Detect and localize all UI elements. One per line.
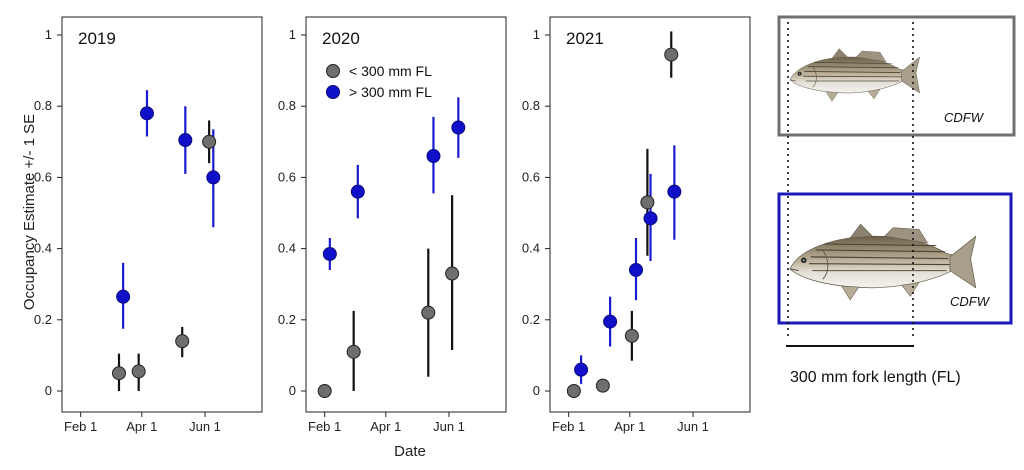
x-axis-label: Date <box>394 443 426 460</box>
data-point <box>111 366 126 381</box>
y-tick-label: 0.2 <box>522 312 540 327</box>
data-point <box>426 149 441 164</box>
y-tick-label: 0 <box>533 383 540 398</box>
data-point <box>421 305 436 320</box>
small-fish-box <box>777 15 1016 137</box>
panel-frame <box>549 16 751 413</box>
data-point <box>643 211 658 226</box>
fish-reference-panel: CDFW CDFW 300 mm fork length (FL) <box>777 15 1016 386</box>
x-tick-label: Apr 1 <box>126 419 157 434</box>
panel-2021: 2021 0 0.2 0.4 0.6 0.8 1 Feb 1 Apr 1 Jun 1 <box>522 16 751 434</box>
panel-label: 2020 <box>322 29 360 48</box>
y-tick-label: 1 <box>289 27 296 42</box>
data-point <box>202 134 217 149</box>
x-tick-label: Jun 1 <box>189 419 221 434</box>
data-point <box>139 106 154 121</box>
x-tick-label: Feb 1 <box>64 419 97 434</box>
data-point <box>574 362 589 377</box>
legend-label-small: < 300 mm FL <box>349 63 432 79</box>
large-fish-icon <box>789 223 977 301</box>
panel-frame <box>61 16 263 413</box>
x-tick-label: Jun 1 <box>433 419 465 434</box>
data-point <box>206 170 221 185</box>
x-tick-label: Jun 1 <box>677 419 709 434</box>
data-point <box>664 47 679 62</box>
small-fish-credit: CDFW <box>944 110 985 125</box>
x-tick-label: Apr 1 <box>370 419 401 434</box>
data-point <box>175 334 190 349</box>
y-tick-label: 0.8 <box>34 98 52 113</box>
data-point <box>595 378 610 393</box>
data-point <box>445 266 460 281</box>
data-point <box>629 262 644 277</box>
y-tick-label: 0 <box>45 383 52 398</box>
y-tick-label: 0.4 <box>522 241 540 256</box>
y-tick-label: 0.4 <box>278 241 296 256</box>
data-point <box>451 120 466 135</box>
data-point <box>178 133 193 148</box>
panels: 2019 0 0.2 0.4 0.6 0.8 1 Feb 1 Apr 1 Jun 1 2020 0 0.… <box>34 16 751 434</box>
y-tick-label: 0.4 <box>34 241 52 256</box>
large-fish-box <box>777 192 1013 325</box>
x-tick-label: Apr 1 <box>614 419 645 434</box>
y-tick-label: 1 <box>45 27 52 42</box>
legend-label-large: > 300 mm FL <box>349 84 432 100</box>
y-tick-label: 0.2 <box>278 312 296 327</box>
y-tick-label: 1 <box>533 27 540 42</box>
y-tick-label: 0.6 <box>278 169 296 184</box>
scale-label: 300 mm fork length (FL) <box>790 369 961 386</box>
panel-2020: 2020 0 0.2 0.4 0.6 0.8 1 Feb 1 Apr 1 Jun 1 <box>278 16 507 434</box>
data-point <box>322 246 337 261</box>
legend: < 300 mm FL > 300 mm FL <box>326 63 432 100</box>
data-point <box>667 184 682 199</box>
data-point <box>624 328 639 343</box>
y-tick-label: 0.8 <box>278 98 296 113</box>
y-axis-label: Occupancy Estimate +/- 1 SE <box>21 114 38 310</box>
large-fish-credit: CDFW <box>950 294 991 309</box>
x-tick-label: Feb 1 <box>552 419 585 434</box>
panel-2019: 2019 0 0.2 0.4 0.6 0.8 1 Feb 1 Apr 1 Jun 1 <box>34 16 263 434</box>
y-tick-label: 0 <box>289 383 296 398</box>
y-tick-label: 0.6 <box>34 169 52 184</box>
panel-frame <box>305 16 507 413</box>
data-point <box>346 344 361 359</box>
data-point <box>603 314 618 329</box>
legend-marker-small <box>326 64 340 78</box>
data-point <box>131 364 146 379</box>
y-tick-label: 0.8 <box>522 98 540 113</box>
panel-label: 2019 <box>78 29 116 48</box>
panel-label: 2021 <box>566 29 604 48</box>
y-tick-label: 0.2 <box>34 312 52 327</box>
data-point <box>116 289 131 304</box>
data-point <box>317 384 332 398</box>
x-tick-label: Feb 1 <box>308 419 341 434</box>
data-point <box>640 195 655 210</box>
legend-marker-large <box>326 85 340 99</box>
y-tick-label: 0.6 <box>522 169 540 184</box>
data-point <box>350 184 365 199</box>
data-point <box>566 384 581 398</box>
small-fish-icon <box>789 48 921 102</box>
